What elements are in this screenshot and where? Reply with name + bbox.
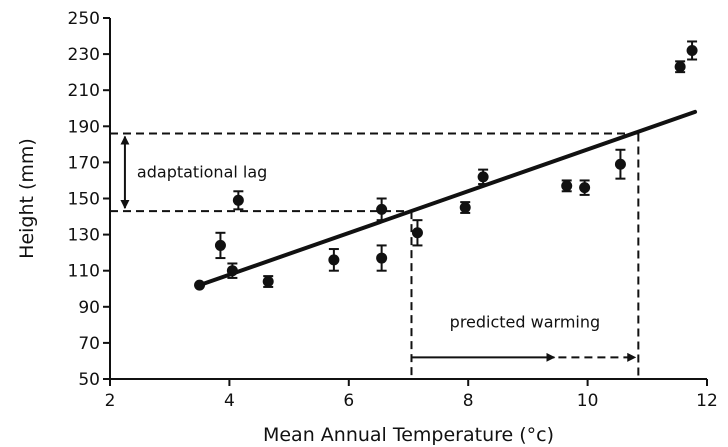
data-point (411, 227, 423, 239)
y-tick-label: 250 (68, 9, 100, 29)
data-point (376, 203, 388, 215)
y-tick-label: 90 (78, 298, 100, 318)
y-tick-label: 210 (68, 81, 100, 101)
data-point (674, 61, 686, 73)
data-point (579, 182, 591, 194)
y-tick-label: 190 (68, 117, 100, 137)
annotations: adaptational lag predicted warming (120, 135, 637, 362)
x-tick-label: 8 (463, 391, 474, 411)
axes (109, 18, 707, 380)
y-tick-label: 70 (78, 334, 100, 354)
x-tick-label: 6 (343, 391, 354, 411)
data-point (686, 44, 698, 56)
predicted-warming-label: predicted warming (450, 312, 601, 331)
y-tick-label: 130 (68, 226, 100, 246)
trend-line-group (197, 109, 698, 288)
x-axis-title: Mean Annual Temperature (°c) (263, 424, 554, 446)
data-point (262, 276, 274, 288)
data-point (376, 252, 388, 264)
adaptational-lag-label: adaptational lag (137, 162, 267, 181)
reference-lines (110, 132, 640, 379)
x-tick-label: 4 (224, 391, 235, 411)
data-point (614, 158, 626, 170)
y-tick-label: 230 (68, 45, 100, 65)
data-point (477, 171, 489, 183)
ticks: 50 70 90 110 130 150 170 190 210 230 250 2 4 6 8 10 12 (68, 9, 718, 411)
data-point (214, 239, 226, 251)
x-tick-label: 12 (696, 391, 718, 411)
y-axis-title: Height (mm) (16, 138, 38, 259)
trend-line (197, 109, 698, 288)
data-point (328, 254, 340, 266)
data-point (561, 180, 573, 192)
data-point (194, 279, 206, 291)
y-tick-label: 50 (78, 370, 100, 390)
data-point (459, 202, 471, 214)
x-tick-label: 2 (105, 391, 116, 411)
x-tick-label: 10 (577, 391, 599, 411)
data-points (194, 40, 698, 291)
y-tick-label: 110 (68, 262, 100, 282)
data-point (226, 265, 238, 277)
data-point (232, 194, 244, 206)
y-tick-label: 170 (68, 153, 100, 173)
y-tick-label: 150 (68, 190, 100, 210)
